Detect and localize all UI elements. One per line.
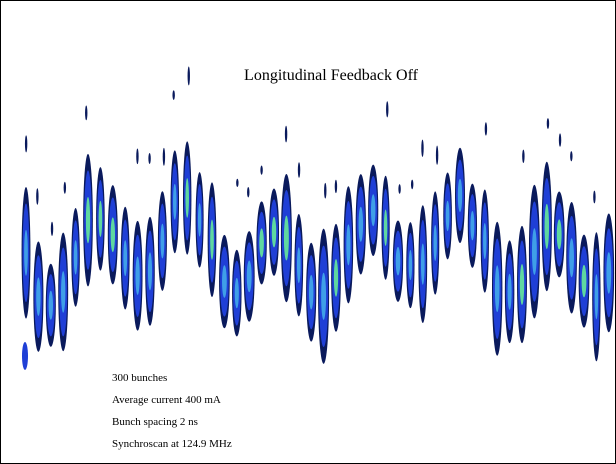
bunch-streak	[546, 118, 550, 129]
bunch-streak	[135, 256, 140, 295]
bunch-streak	[259, 228, 264, 258]
bunch-streak	[507, 273, 512, 310]
bunch-streak	[421, 139, 424, 157]
bunch-streak	[24, 229, 28, 276]
bunch-streak	[386, 101, 389, 118]
bunch-streak	[98, 200, 103, 237]
bunch-streak	[48, 290, 54, 320]
bunch-streak	[147, 252, 153, 291]
bunch-streak	[173, 183, 177, 220]
bunch-streak	[222, 265, 227, 298]
bunch-streak	[247, 186, 250, 198]
bunch-streak	[321, 272, 327, 320]
bunch-streak	[333, 258, 339, 297]
bunch-streak	[569, 238, 574, 278]
bunch-streak	[570, 151, 573, 162]
bunch-streak	[260, 165, 263, 175]
annotation: Average current 400 mA	[112, 394, 221, 406]
bunch-streak	[544, 203, 550, 250]
bunch-streak	[85, 196, 91, 244]
bunch-streak	[556, 219, 562, 250]
bunch-streak	[358, 206, 364, 242]
bunch-streak	[433, 224, 437, 262]
bunch-streak	[162, 147, 166, 166]
bunch-streak	[334, 179, 338, 194]
bunch-streak	[457, 178, 463, 213]
annotation: 300 bunches	[112, 372, 167, 384]
bunch-streak	[110, 217, 115, 253]
bunch-streak	[187, 66, 190, 86]
bunch-streak	[593, 190, 596, 204]
bunch-streak	[123, 240, 128, 277]
bunch-streak	[22, 342, 28, 370]
bunch-streak	[445, 200, 450, 232]
annotation: Bunch spacing 2 ns	[112, 416, 198, 428]
bunch-streak	[594, 274, 599, 320]
bunch-streak	[484, 122, 488, 136]
bunch-streak	[395, 246, 401, 276]
bunch-streak	[236, 178, 239, 187]
bunch-streak	[606, 252, 612, 294]
bunch-streak	[234, 277, 239, 309]
bunch-streak	[271, 216, 277, 248]
bunch-streak	[36, 188, 39, 205]
bunch-streak	[210, 219, 214, 260]
bunch-streak	[519, 263, 525, 305]
bunch-streak	[398, 184, 401, 194]
bunch-streak	[531, 228, 537, 275]
bunch-streak	[308, 274, 314, 310]
bunch-streak	[160, 223, 165, 259]
annotation: Synchroscan at 124.9 MHz	[112, 438, 232, 450]
bunch-streak	[24, 135, 28, 153]
streak-group	[21, 66, 615, 370]
bunch-streak	[185, 178, 189, 218]
bunch-streak	[383, 209, 388, 246]
bunch-streak	[61, 271, 66, 313]
bunch-streak	[85, 105, 88, 121]
bunch-streak	[581, 264, 587, 298]
bunch-streak	[324, 182, 327, 199]
bunch-streak	[346, 224, 351, 266]
bunch-streak	[136, 148, 139, 165]
bunch-streak	[63, 181, 67, 194]
bunch-streak	[420, 243, 425, 285]
bunch-streak	[148, 153, 151, 165]
bunch-streak	[283, 215, 289, 261]
bunch-streak	[435, 145, 439, 165]
bunch-streak	[522, 149, 525, 163]
bunch-streak	[36, 277, 41, 316]
bunch-streak	[558, 133, 562, 147]
bunch-streak	[172, 90, 175, 100]
bunch-streak	[284, 125, 288, 143]
title: Longitudinal Feedback Off	[244, 67, 419, 84]
bunch-streak	[246, 260, 252, 293]
bunch-streak	[408, 250, 413, 281]
bunch-streak	[197, 203, 202, 237]
bunch-streak	[494, 265, 500, 313]
bunch-streak	[296, 247, 301, 284]
bunch-streak	[483, 223, 487, 260]
bunch-streak	[297, 162, 301, 178]
bunch-streak	[370, 194, 376, 227]
bunch-streak	[73, 240, 78, 275]
bunch-streak	[410, 179, 414, 190]
bunch-streak	[470, 210, 475, 241]
bunch-streak	[50, 221, 54, 236]
